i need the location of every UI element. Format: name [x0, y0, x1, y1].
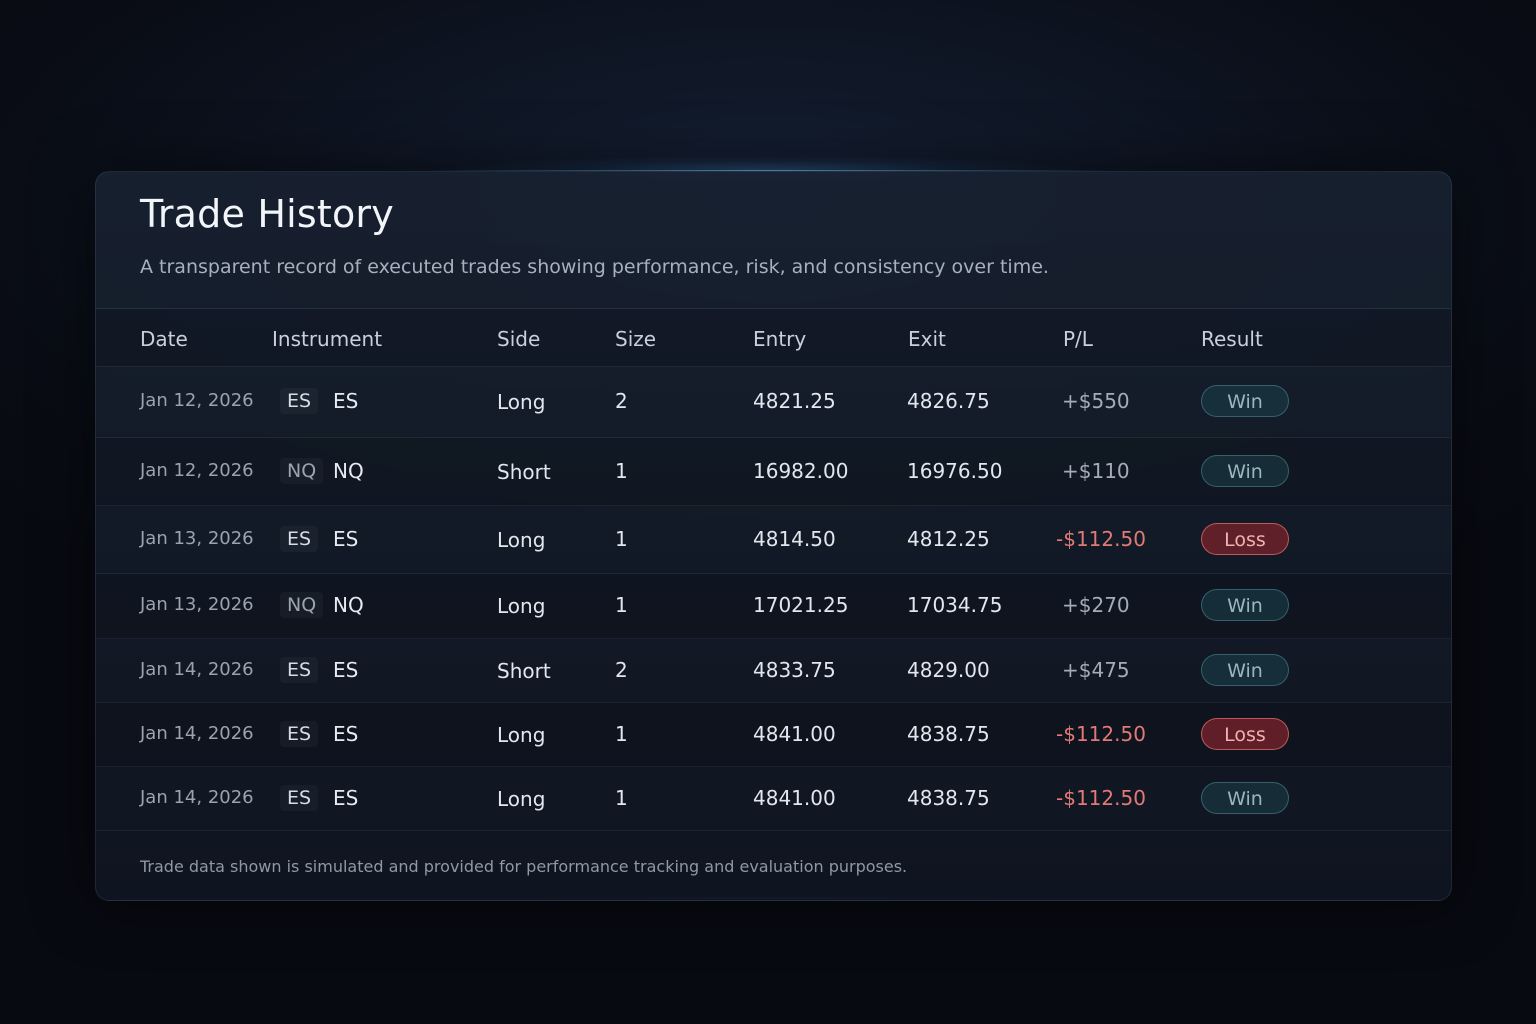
cell-date: Jan 12, 2026 [140, 390, 254, 411]
cell-entry: 4821.25 [753, 389, 836, 413]
table-row[interactable]: Jan 12, 2026 ES ES Long 2 4821.25 4826.75 +$550… [96, 367, 1451, 438]
instrument-badge: NQ [280, 592, 323, 618]
cell-pl: +$475 [1062, 657, 1130, 682]
cell-exit: 4838.75 [907, 721, 990, 746]
cell-pl: -$112.50 [1056, 526, 1146, 551]
cell-instrument: ES [333, 389, 359, 413]
instrument-badge: ES [280, 657, 318, 683]
disclaimer-footer: Trade data shown is simulated and provid… [140, 857, 908, 876]
cell-instrument: NQ [333, 458, 364, 483]
cell-exit: 16976.50 [907, 458, 1003, 483]
cell-size: 1 [615, 458, 628, 483]
cell-pl: -$112.50 [1056, 721, 1146, 746]
cell-date: Jan 14, 2026 [140, 786, 254, 808]
cell-instrument: ES [333, 657, 359, 682]
cell-pl: +$550 [1062, 389, 1130, 413]
cell-size: 2 [615, 389, 628, 413]
instrument-badge: ES [280, 785, 318, 811]
cell-entry: 4833.75 [753, 657, 836, 682]
result-badge: Win [1201, 781, 1289, 814]
column-header-instrument[interactable]: Instrument [272, 327, 383, 351]
instrument-badge: ES [280, 721, 318, 747]
cell-instrument: NQ [333, 593, 364, 617]
instrument-badge: NQ [280, 458, 323, 484]
cell-size: 1 [615, 526, 628, 551]
table-row[interactable]: Jan 13, 2026 NQ NQ Long 1 17021.25 17034.75 +$2… [96, 574, 1451, 639]
column-header-exit[interactable]: Exit [908, 327, 946, 351]
cell-exit: 17034.75 [907, 593, 1003, 617]
cell-size: 2 [615, 657, 628, 682]
cell-instrument: ES [333, 526, 359, 551]
cell-exit: 4829.00 [907, 657, 990, 682]
instrument-badge: ES [280, 388, 318, 414]
cell-size: 1 [615, 721, 628, 746]
column-header-size[interactable]: Size [615, 327, 657, 351]
column-header-side[interactable]: Side [497, 327, 541, 351]
result-badge: Win [1201, 385, 1289, 417]
cell-side: Short [497, 658, 551, 683]
cell-entry: 17021.25 [753, 593, 849, 617]
cell-exit: 4838.75 [907, 785, 990, 810]
cell-size: 1 [615, 593, 628, 617]
cell-date: Jan 13, 2026 [140, 594, 254, 615]
cell-pl: +$110 [1062, 458, 1130, 483]
table-row[interactable]: Jan 14, 2026 ES ES Short 2 4833.75 4829.00 +$47… [96, 639, 1451, 703]
cell-date: Jan 12, 2026 [140, 459, 254, 481]
cell-side: Long [497, 786, 546, 811]
result-badge: Win [1201, 589, 1289, 621]
page-subtitle: A transparent record of executed trades … [140, 256, 1049, 278]
card-header: Trade History A transparent record of ex… [96, 172, 1451, 309]
cell-entry: 16982.00 [753, 458, 849, 483]
table-body: Jan 12, 2026 ES ES Long 2 4821.25 4826.75 +$550… [96, 367, 1451, 831]
cell-side: Short [497, 459, 551, 484]
table-header: Date Instrument Side Size Entry Exit P/L… [96, 309, 1451, 367]
instrument-badge: ES [280, 526, 318, 552]
result-badge: Win [1201, 653, 1289, 686]
column-header-pl[interactable]: P/L [1063, 327, 1093, 351]
table-row[interactable]: Jan 13, 2026 ES ES Long 1 4814.50 4812.25 -$112… [96, 506, 1451, 574]
cell-date: Jan 13, 2026 [140, 527, 254, 549]
cell-instrument: ES [333, 785, 359, 810]
trade-history-card: Trade History A transparent record of ex… [95, 171, 1452, 901]
table-row[interactable]: Jan 14, 2026 ES ES Long 1 4841.00 4838.75 -$112… [96, 703, 1451, 767]
cell-pl: -$112.50 [1056, 785, 1146, 810]
cell-exit: 4826.75 [907, 389, 990, 413]
cell-side: Long [497, 594, 546, 618]
result-badge: Win [1201, 454, 1289, 487]
column-header-date[interactable]: Date [140, 327, 188, 351]
page-title: Trade History [140, 192, 394, 236]
cell-size: 1 [615, 785, 628, 810]
result-badge: Loss [1201, 522, 1289, 555]
cell-side: Long [497, 527, 546, 552]
column-header-entry[interactable]: Entry [753, 327, 807, 351]
cell-exit: 4812.25 [907, 526, 990, 551]
cell-date: Jan 14, 2026 [140, 658, 254, 680]
cell-entry: 4814.50 [753, 526, 836, 551]
table-row[interactable]: Jan 14, 2026 ES ES Long 1 4841.00 4838.75 -$112… [96, 767, 1451, 831]
cell-entry: 4841.00 [753, 721, 836, 746]
cell-entry: 4841.00 [753, 785, 836, 810]
cell-side: Long [497, 390, 546, 414]
result-badge: Loss [1201, 717, 1289, 750]
cell-date: Jan 14, 2026 [140, 722, 254, 744]
cell-side: Long [497, 722, 546, 747]
table-row[interactable]: Jan 12, 2026 NQ NQ Short 1 16982.00 16976.50 +$… [96, 438, 1451, 506]
cell-instrument: ES [333, 721, 359, 746]
column-header-result[interactable]: Result [1201, 327, 1263, 351]
cell-pl: +$270 [1062, 593, 1130, 617]
